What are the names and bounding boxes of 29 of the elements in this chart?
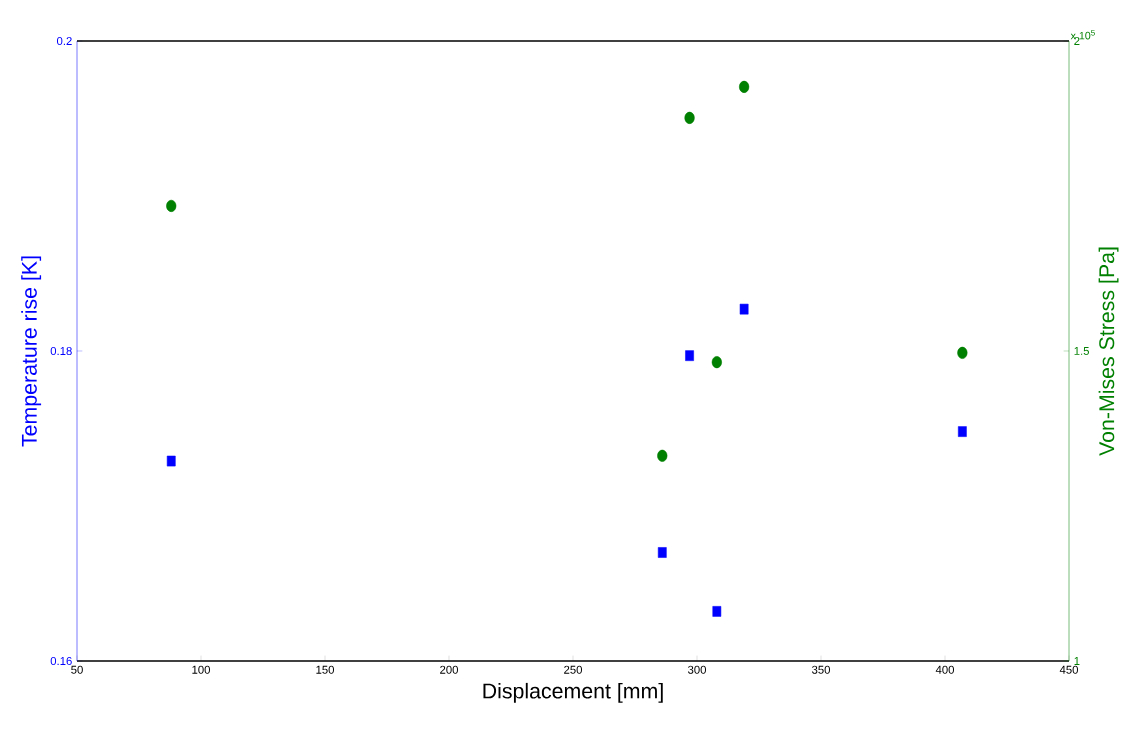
y2-axis-title: Von-Mises Stress [Pa] — [1098, 247, 1119, 456]
point — [657, 547, 667, 558]
x-tick-label: 200 — [440, 665, 458, 674]
x-tick-label: 150 — [316, 665, 334, 674]
x-tick-label: 300 — [687, 665, 707, 674]
x-tick-label: 250 — [564, 665, 583, 674]
y2-tick-label: 1 — [1074, 657, 1080, 665]
x-tick-label: 50 — [71, 665, 83, 674]
x-tick-label: 350 — [811, 665, 831, 674]
point — [739, 80, 750, 93]
point — [657, 449, 668, 462]
point — [684, 111, 695, 124]
y-tick-label: 0.16 — [50, 657, 72, 666]
x-tick-label: 450 — [1059, 665, 1079, 674]
x-tick-label: 100 — [192, 665, 210, 674]
x-tick-label: 400 — [935, 665, 955, 674]
point — [685, 350, 694, 361]
point — [957, 346, 968, 359]
y2-tick-label: 1.5 — [1074, 347, 1089, 355]
y-tick-label: 0.2 — [56, 37, 72, 46]
y-axis-title: Temperature rise [K] — [21, 256, 42, 447]
x-axis-title: Displacement [mm] — [483, 682, 663, 703]
point — [166, 455, 176, 467]
y-tick-label: 0.18 — [50, 347, 72, 356]
point — [166, 199, 177, 212]
point — [739, 303, 749, 315]
point — [711, 356, 722, 369]
point — [958, 426, 967, 437]
point — [712, 606, 722, 617]
